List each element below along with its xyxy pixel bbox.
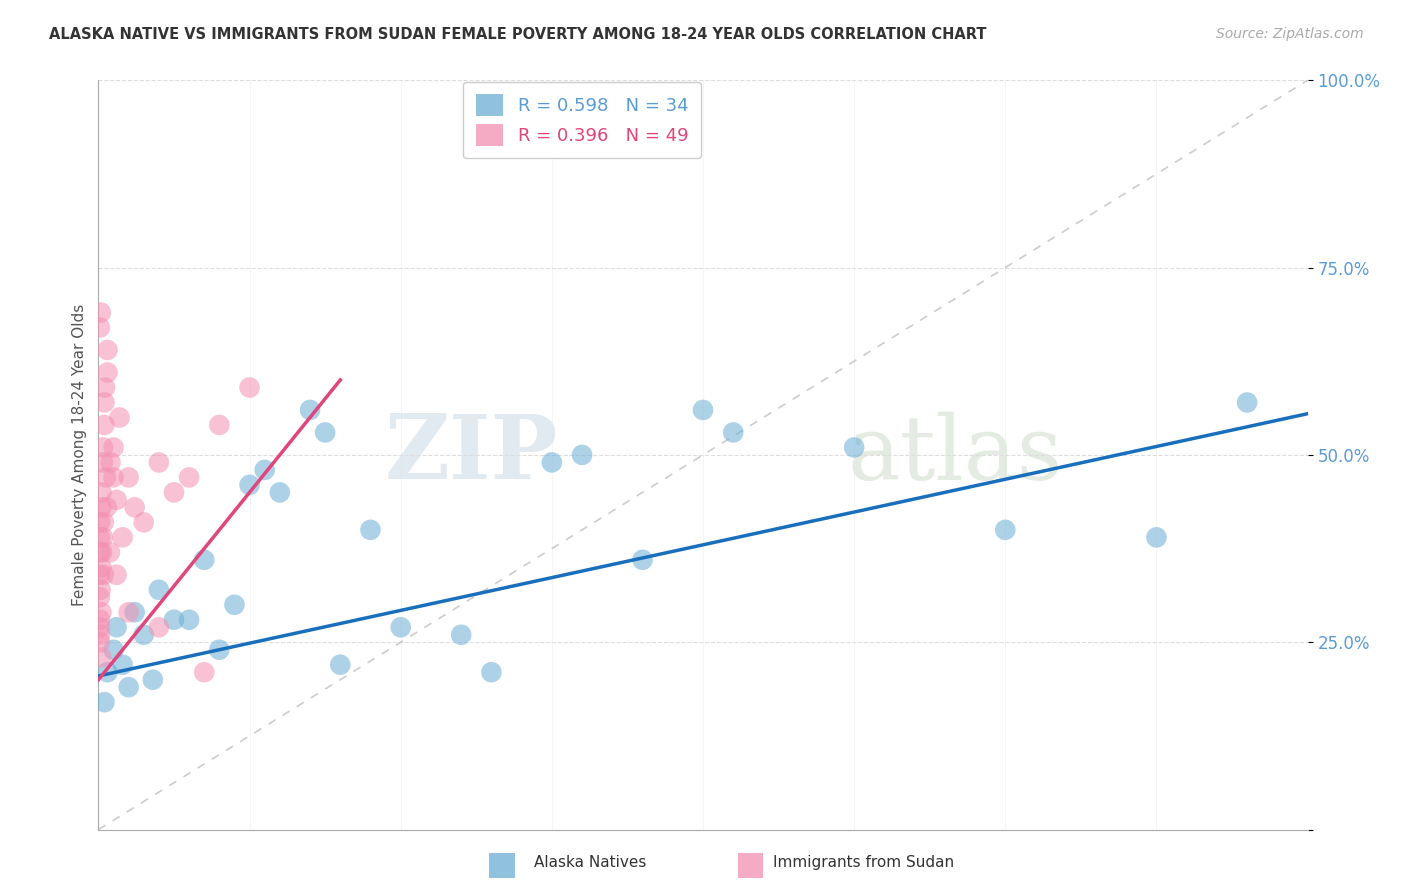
Bar <box>489 853 515 878</box>
Point <box>142 673 165 687</box>
Point <box>148 582 170 597</box>
Point <box>193 553 215 567</box>
Point <box>103 642 125 657</box>
Point <box>89 320 111 334</box>
Point <box>89 530 111 544</box>
Point <box>132 516 155 530</box>
Point <box>269 485 291 500</box>
Point <box>93 417 115 432</box>
Point <box>96 665 118 680</box>
Point <box>90 560 112 574</box>
Point <box>239 478 262 492</box>
Point <box>193 665 215 680</box>
Point <box>89 567 111 582</box>
Point <box>100 455 122 469</box>
Point <box>93 395 115 409</box>
Point <box>118 470 141 484</box>
Text: atlas: atlas <box>848 411 1063 499</box>
Point <box>93 695 115 709</box>
Point <box>105 492 128 507</box>
Point <box>89 613 111 627</box>
Point <box>96 500 118 515</box>
Point <box>89 635 111 649</box>
Legend: R = 0.598   N = 34, R = 0.396   N = 49: R = 0.598 N = 34, R = 0.396 N = 49 <box>464 82 700 159</box>
Point <box>91 455 114 469</box>
Point <box>360 523 382 537</box>
Point <box>89 516 111 530</box>
Point <box>224 598 246 612</box>
Point <box>179 613 201 627</box>
Point <box>111 657 134 672</box>
Text: Source: ZipAtlas.com: Source: ZipAtlas.com <box>1216 27 1364 41</box>
Point <box>1236 395 1258 409</box>
Point <box>692 403 714 417</box>
Point <box>148 620 170 634</box>
Point <box>329 657 352 672</box>
Point <box>90 582 112 597</box>
Point <box>103 470 125 484</box>
Point <box>844 441 866 455</box>
Point <box>132 628 155 642</box>
Point <box>239 380 262 394</box>
Point <box>96 366 118 380</box>
Point <box>90 485 112 500</box>
Point <box>108 410 131 425</box>
Point <box>253 463 276 477</box>
Point <box>90 605 112 619</box>
Point <box>89 628 111 642</box>
Point <box>179 470 201 484</box>
Point <box>314 425 336 440</box>
Text: ALASKA NATIVE VS IMMIGRANTS FROM SUDAN FEMALE POVERTY AMONG 18-24 YEAR OLDS CORR: ALASKA NATIVE VS IMMIGRANTS FROM SUDAN F… <box>49 27 987 42</box>
Point <box>208 417 231 432</box>
Point <box>91 545 114 559</box>
Point <box>124 500 146 515</box>
Point <box>105 567 128 582</box>
Point <box>723 425 745 440</box>
Point <box>124 605 146 619</box>
Point <box>208 642 231 657</box>
Point <box>118 680 141 694</box>
Point <box>94 470 117 484</box>
Point <box>96 343 118 357</box>
Point <box>994 523 1017 537</box>
Point <box>93 567 115 582</box>
Point <box>163 485 186 500</box>
Point <box>90 650 112 665</box>
Point <box>91 530 114 544</box>
Point <box>103 441 125 455</box>
Point <box>389 620 412 634</box>
Text: Alaska Natives: Alaska Natives <box>534 855 647 870</box>
Bar <box>738 853 763 878</box>
Text: Immigrants from Sudan: Immigrants from Sudan <box>773 855 955 870</box>
Point <box>91 441 114 455</box>
Point <box>631 553 654 567</box>
Y-axis label: Female Poverty Among 18-24 Year Olds: Female Poverty Among 18-24 Year Olds <box>72 304 87 606</box>
Point <box>94 380 117 394</box>
Point <box>118 605 141 619</box>
Point <box>163 613 186 627</box>
Point <box>571 448 593 462</box>
Point <box>105 620 128 634</box>
Point <box>111 530 134 544</box>
Text: ZIP: ZIP <box>384 411 558 499</box>
Point <box>89 620 111 634</box>
Point <box>90 500 112 515</box>
Point <box>450 628 472 642</box>
Point <box>299 403 322 417</box>
Point <box>1146 530 1168 544</box>
Point <box>89 591 111 605</box>
Point <box>93 516 115 530</box>
Point <box>89 545 111 559</box>
Point <box>90 305 112 319</box>
Point <box>148 455 170 469</box>
Point <box>98 545 121 559</box>
Point <box>540 455 562 469</box>
Point <box>481 665 503 680</box>
